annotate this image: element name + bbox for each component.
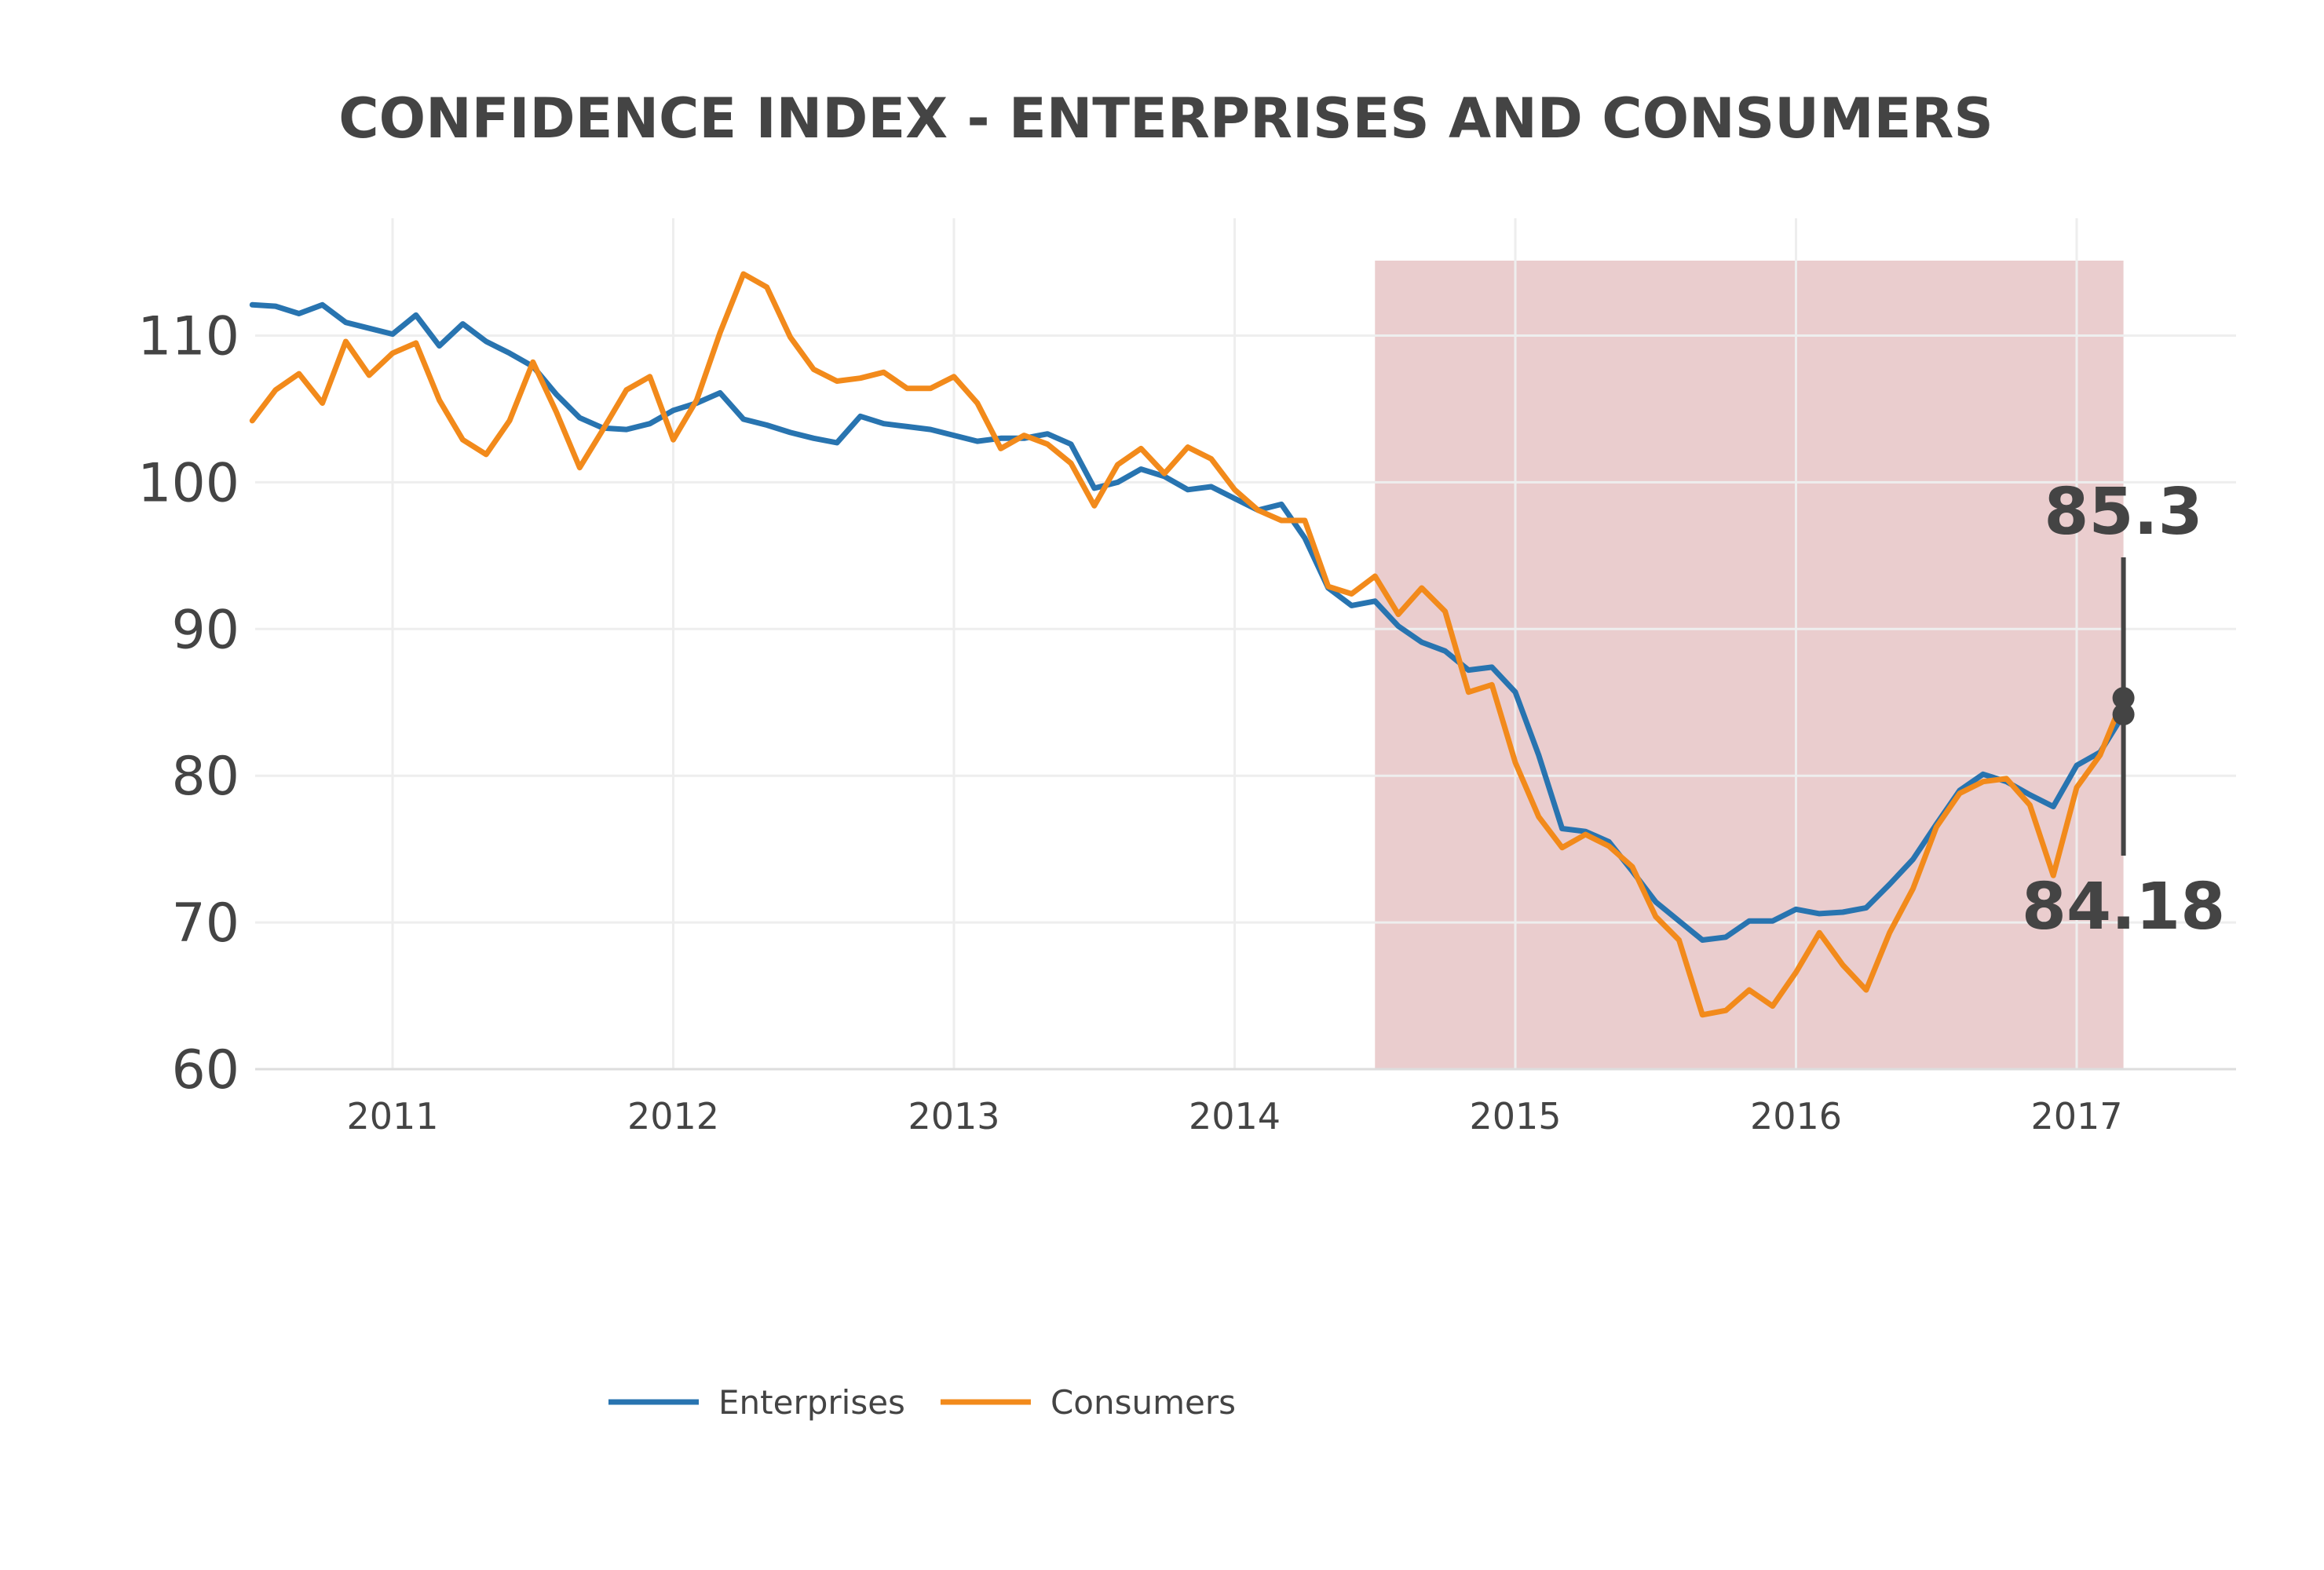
x-tick-label-2012: 2012: [627, 1095, 719, 1137]
legend: Enterprises Consumers: [608, 1383, 1236, 1422]
gridlines: [255, 218, 2236, 1071]
x-tick-label-2011: 2011: [346, 1095, 438, 1137]
axis-labels: 60 70 80 90 100 110 2011 2012 2013 2014 2015 2016 20…: [137, 306, 2122, 1137]
end-point-consumers: [2112, 687, 2135, 710]
shaded-region: [1375, 261, 2124, 1069]
y-tick-label-110: 110: [137, 306, 239, 368]
y-tick-label-100: 100: [137, 452, 239, 514]
x-tick-label-2013: 2013: [908, 1095, 999, 1137]
y-tick-label-70: 70: [171, 893, 239, 955]
series-line-consumers: [249, 271, 2127, 1018]
end-point-enterprises: [2112, 703, 2135, 726]
y-tick-label-80: 80: [171, 746, 239, 808]
shaded-region-layer: [1375, 261, 2124, 1069]
series-layer: [249, 271, 2127, 1018]
y-tick-label-60: 60: [171, 1039, 239, 1101]
end-label-low: 84.18: [2022, 870, 2225, 944]
legend-label-enterprises: Enterprises: [718, 1383, 905, 1422]
legend-label-consumers: Consumers: [1051, 1383, 1236, 1422]
end-label-high: 85.3: [2044, 475, 2202, 550]
annotation-layer: 85.3 84.18: [2022, 475, 2225, 944]
y-tick-label-90: 90: [171, 599, 239, 661]
chart-title: CONFIDENCE INDEX - ENTERPRISES AND CONSU…: [338, 86, 1993, 151]
x-tick-label-2017: 2017: [2030, 1095, 2122, 1137]
series-line-enterprises: [249, 301, 2127, 943]
x-tick-label-2014: 2014: [1189, 1095, 1281, 1137]
x-tick-label-2016: 2016: [1750, 1095, 1842, 1137]
x-tick-label-2015: 2015: [1469, 1095, 1561, 1137]
